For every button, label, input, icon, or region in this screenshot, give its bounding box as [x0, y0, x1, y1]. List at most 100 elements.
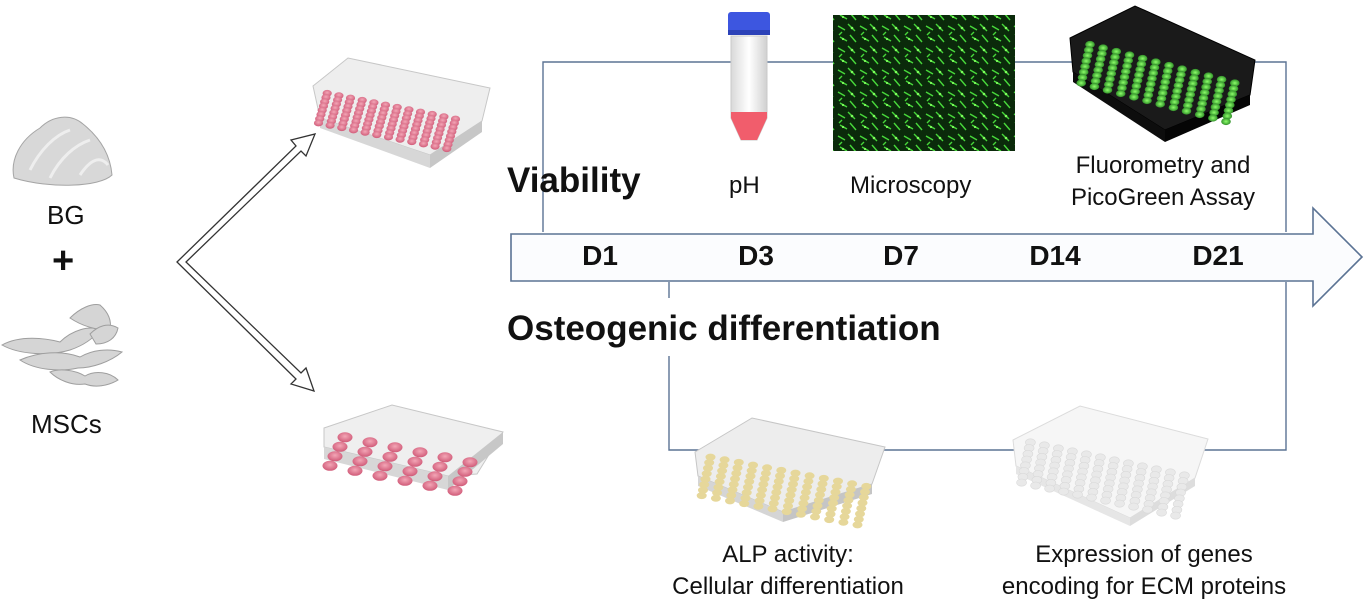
plate-well: [452, 476, 468, 487]
plate-well: [703, 464, 713, 472]
plate-well: [830, 488, 841, 496]
timeline-arrow: [510, 206, 1364, 308]
plate-well: [442, 145, 452, 153]
plate-well: [1105, 75, 1115, 83]
plate-gene-expression-icon: [1012, 405, 1209, 526]
day-label: D1: [582, 240, 618, 271]
plate-well: [786, 486, 797, 494]
plate-well: [1196, 105, 1206, 113]
plate-well: [1016, 478, 1027, 487]
plate-well: [812, 502, 823, 510]
plate-well: [842, 502, 853, 510]
plate-well: [817, 480, 828, 488]
plate-well: [1183, 101, 1193, 110]
plate-well: [773, 477, 784, 485]
plate-well: [798, 499, 809, 507]
plate-well: [1223, 106, 1234, 115]
plate-well: [843, 496, 854, 504]
msc-label: MSCs: [31, 409, 102, 439]
plate-well: [803, 477, 814, 485]
plate-well: [418, 140, 429, 148]
plate-well: [402, 466, 418, 477]
msc-cells-icon: [0, 304, 124, 387]
plate-well: [1137, 54, 1148, 63]
plate-well: [1226, 95, 1236, 104]
assay-alp-line2: Cellular differentiation: [672, 573, 904, 600]
plate-well: [1095, 55, 1106, 63]
plate-well: [717, 467, 728, 475]
plate-well: [1107, 64, 1118, 72]
plate-well: [784, 497, 795, 505]
plate-well: [1131, 82, 1142, 90]
plate-well: [1169, 98, 1180, 106]
plate-well: [1142, 96, 1152, 105]
plate-well: [813, 496, 824, 504]
plate-well: [1098, 44, 1108, 52]
plate-well: [1177, 65, 1187, 73]
osteogenic-connector: [668, 282, 1287, 451]
plate-well: [760, 469, 771, 477]
plate-well: [1093, 66, 1103, 74]
assay-alp-line1: ALP activity:: [722, 541, 854, 568]
day-label: D21: [1192, 240, 1244, 271]
plate-well: [1197, 99, 1207, 108]
plate-well: [1221, 117, 1231, 126]
plate-well: [322, 460, 338, 471]
plate-well: [1189, 74, 1199, 82]
plate-well: [781, 508, 792, 516]
plate-well: [395, 136, 405, 143]
plate-well: [740, 494, 751, 502]
plate-well: [1124, 51, 1135, 59]
plate-well: [1225, 101, 1235, 109]
plate-well: [1194, 110, 1205, 119]
plate-well: [838, 518, 849, 526]
plate-well: [753, 502, 764, 510]
plate-well: [1090, 77, 1101, 85]
plate-well: [1151, 58, 1161, 66]
plate-well: [1115, 89, 1126, 98]
plate-well: [1148, 69, 1159, 77]
plate-well: [758, 480, 769, 488]
plate-well: [757, 486, 768, 494]
day-label: D14: [1029, 240, 1081, 271]
plate-well: [352, 456, 368, 467]
plate-well: [1184, 96, 1194, 104]
plate-well: [1106, 69, 1117, 78]
plate-well: [802, 483, 813, 491]
plate-well: [732, 464, 743, 472]
plate-well: [719, 456, 730, 464]
plate-well: [1081, 57, 1091, 65]
plate-well: [357, 446, 373, 457]
plate-well: [383, 133, 394, 141]
plate-well: [360, 129, 370, 136]
plate-well: [1142, 505, 1153, 514]
plate-well: [313, 119, 324, 127]
plate-well: [727, 486, 738, 494]
plate-well: [785, 491, 796, 499]
plate-well: [1102, 86, 1113, 94]
plate-well: [1181, 107, 1192, 115]
plate-well: [1086, 493, 1097, 502]
plate-well: [783, 502, 793, 510]
plate-well: [855, 510, 865, 518]
plate-well: [1078, 68, 1089, 76]
plate-well: [768, 499, 779, 507]
plate-well: [1170, 511, 1181, 520]
plate-well: [795, 510, 806, 518]
plate-well: [699, 481, 710, 489]
plate-well: [1083, 46, 1094, 54]
plate-well: [1174, 76, 1185, 84]
plate-well: [824, 516, 835, 524]
plate-well: [1216, 75, 1227, 84]
plate-well: [762, 464, 773, 472]
plate-well: [1186, 85, 1197, 93]
plate-24-pink-icon: [322, 404, 504, 496]
plate-well: [739, 500, 750, 508]
plate-well: [1030, 481, 1041, 490]
plate-well: [847, 480, 858, 488]
plate-well: [1077, 73, 1088, 82]
plate-well: [1214, 86, 1224, 95]
plate-well: [860, 488, 870, 496]
plate-well: [845, 485, 856, 493]
